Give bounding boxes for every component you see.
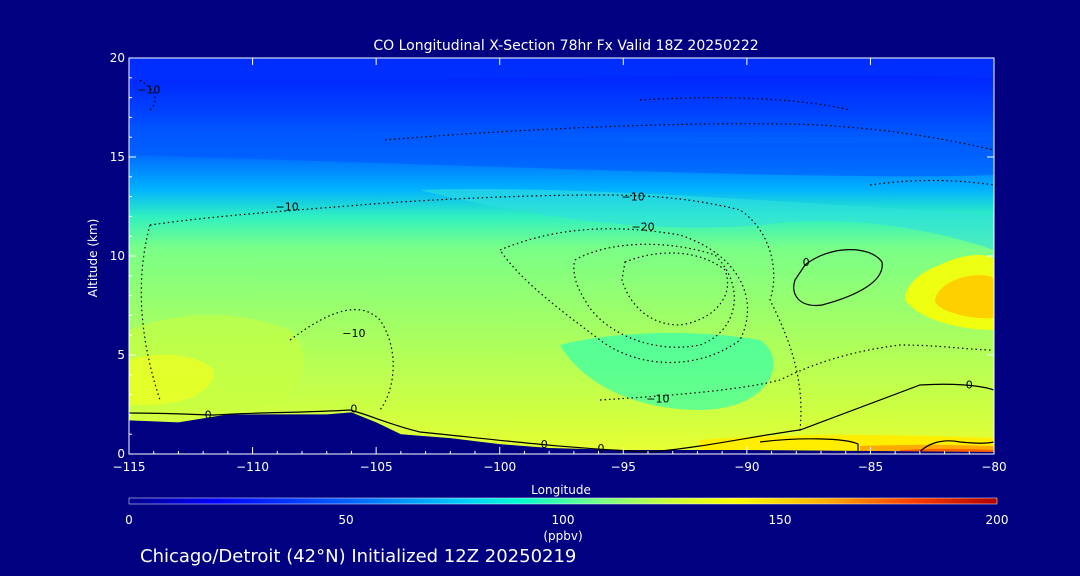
y-axis-label: Altitude (km) bbox=[86, 219, 100, 298]
colorbar-unit: (ppbv) bbox=[543, 529, 582, 543]
y-tick-label: 0 bbox=[117, 447, 125, 461]
colorbar-tick-label: 50 bbox=[338, 513, 353, 527]
contour-lines bbox=[129, 79, 994, 454]
contour-label: −10 bbox=[622, 191, 645, 204]
colorbar-ticks: 0 50 100 150 200 bbox=[125, 513, 1008, 527]
x-axis-label: Longitude bbox=[531, 483, 591, 497]
x-tick-label: −95 bbox=[611, 460, 636, 474]
contour-label: −10 bbox=[276, 201, 299, 214]
concentration-field bbox=[129, 58, 994, 454]
x-tick-label: −115 bbox=[113, 460, 146, 474]
contour-labels: 0 0 0 0 0 0 −10 −10 −10 −10 −10 −20 bbox=[137, 84, 973, 455]
y-axis: 0 5 10 15 20 bbox=[110, 51, 994, 461]
contour-label: 0 bbox=[598, 442, 605, 455]
location-init-annotation: Chicago/Detroit (42°N) Initialized 12Z 2… bbox=[140, 546, 576, 567]
contour-label: 0 bbox=[205, 408, 212, 421]
y-tick-label: 10 bbox=[110, 249, 125, 263]
contour-label: 0 bbox=[541, 438, 548, 451]
contour-label: −10 bbox=[646, 393, 669, 406]
colorbar-tick-label: 150 bbox=[769, 513, 792, 527]
x-tick-label: −90 bbox=[734, 460, 759, 474]
terrain-mask bbox=[129, 412, 994, 454]
colorbar bbox=[128, 497, 998, 505]
x-tick-label: −105 bbox=[360, 460, 393, 474]
x-tick-label: −80 bbox=[981, 460, 1006, 474]
chart-title: CO Longitudinal X-Section 78hr Fx Valid … bbox=[373, 38, 758, 54]
x-tick-label: −85 bbox=[858, 460, 883, 474]
contour-label: −10 bbox=[137, 84, 160, 97]
colorbar-tick-label: 100 bbox=[552, 513, 575, 527]
y-tick-label: 15 bbox=[110, 150, 125, 164]
y-tick-label: 20 bbox=[110, 51, 125, 65]
x-axis: −115 −110 −105 −100 −95 −90 −85 −80 bbox=[113, 58, 1007, 474]
x-tick-label: −100 bbox=[483, 460, 516, 474]
contour-label: 0 bbox=[966, 379, 973, 392]
colorbar-tick-label: 0 bbox=[125, 513, 133, 527]
x-tick-label: −110 bbox=[236, 460, 269, 474]
y-tick-label: 5 bbox=[117, 348, 125, 362]
contour-label: 0 bbox=[803, 256, 810, 269]
contour-label: −20 bbox=[631, 220, 654, 233]
colorbar-tick-label: 200 bbox=[986, 513, 1009, 527]
contour-label: −10 bbox=[342, 327, 365, 340]
contour-label: 0 bbox=[350, 402, 357, 415]
